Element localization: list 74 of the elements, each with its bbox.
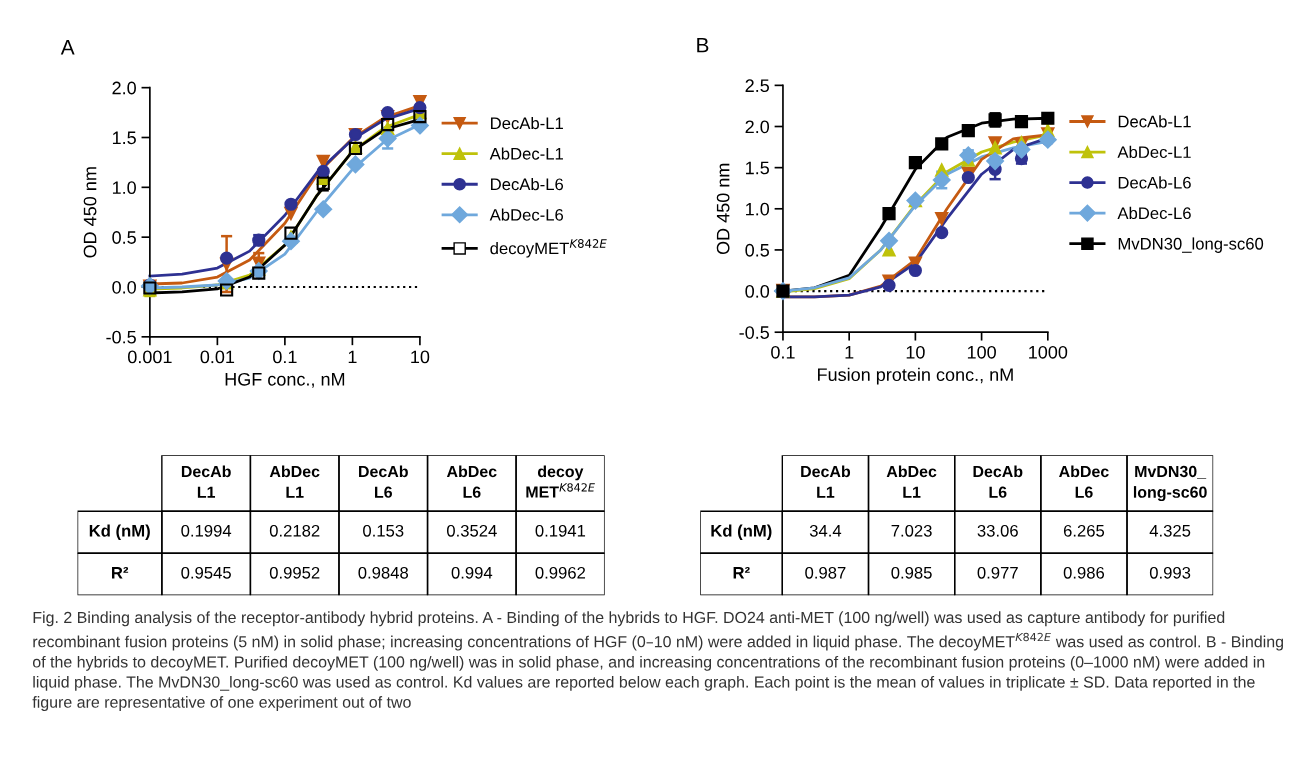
legend-label: DecAb-L1	[491, 116, 563, 130]
chart-title: A	[60, 40, 75, 55]
y-tick-label: 2.0	[745, 120, 770, 134]
category-label: Kd (nM)	[711, 524, 772, 540]
y-tick-label: -0.5	[106, 330, 136, 344]
x-tick-label: 10	[411, 350, 430, 364]
legend-label: MvDN30_long-sc60	[1118, 237, 1264, 253]
legend-label: AbDec-L1	[489, 147, 563, 160]
category-label: DecAb L6	[973, 465, 1023, 498]
category-label: DecAb L1	[801, 465, 851, 498]
y-axis-title: OD 450 nm	[716, 163, 730, 255]
x-tick-label: 0.1	[273, 350, 297, 364]
x-tick-label: 0.01	[200, 350, 235, 364]
category-label: DecAb L1	[181, 465, 231, 498]
category-label: AbDec L1	[269, 465, 320, 498]
x-tick-label: 1000	[1029, 345, 1068, 359]
text: 34.4	[809, 524, 842, 537]
y-tick-label: 0.5	[745, 243, 769, 257]
text: 7.023	[891, 524, 932, 537]
x-axis-title: HGF conc., nM	[225, 372, 345, 388]
y-tick-label: 1.0	[112, 181, 136, 195]
y-tick-label: -0.5	[739, 326, 769, 339]
text: 0.1941	[535, 524, 586, 537]
category-label: AbDec L1	[886, 465, 937, 498]
text: 0.1994	[181, 524, 232, 537]
legend-label: AbDec-L6	[1117, 206, 1191, 220]
legend-label: DecAb-L6	[491, 178, 564, 191]
legend-label: DecAb-L1	[1118, 115, 1191, 128]
text: 0.9545	[181, 566, 231, 579]
category-label: AbDec L6	[446, 465, 497, 498]
y-tick-label: 1.5	[746, 161, 769, 175]
text: 0.994	[451, 566, 493, 579]
y-tick-label: 2.5	[745, 79, 769, 93]
y-tick-label: 0.0	[745, 285, 770, 298]
y-tick-label: 0.0	[112, 280, 136, 294]
category-label: Kd (nM)	[89, 524, 150, 540]
x-tick-label: 0.1	[771, 345, 795, 359]
text: 0.986	[1063, 566, 1105, 579]
y-axis-title: OD 450 nm	[83, 167, 97, 258]
category-label: decoy MET$^{K842E}$	[526, 465, 595, 498]
x-tick-label: 1	[348, 350, 357, 364]
category-label: DecAb L6	[359, 465, 408, 498]
legend-label: decoyMET$^{K842E}$	[490, 239, 607, 258]
category-label: MvDN30_ long-sc60	[1133, 465, 1207, 502]
text: 0.993	[1149, 566, 1191, 579]
text: 0.3524	[446, 524, 497, 537]
text: 0.987	[805, 566, 846, 579]
caption: Fig. 2 Binding analysis of the receptor-antibody hybrid proteins. A - Binding of the hybrids to HGF. DO24 anti-MET (100 ng/well) was used as capture antibody for purified recombinant fusion proteins (5 nM) in solid phase; increasing concentrations of HGF (0–10 nM) were added in liquid phase. The decoyMET$^{K842E}$ was used as control. B - Binding of the hybrids to decoyMET. Purified decoyMET (100 ng/well) was in solid phase, and increasing concentrations of the recombinant fusion proteins (0–1000 nM) were added in liquid phase. The MvDN30_long-sc60 was used as control. Kd values are reported below each graph. Each point is the mean of values in triplicate ± SD. Data reported in the figure are representative of one experiment out of two	[32, 611, 1283, 711]
legend-label: DecAb-L6	[1118, 176, 1191, 189]
x-tick-label: 0.001	[127, 350, 172, 364]
y-tick-label: 1.0	[746, 202, 770, 216]
text: 0.985	[891, 566, 932, 579]
x-tick-label: 1	[845, 346, 854, 359]
category-label: R²	[733, 566, 750, 579]
legend-label: AbDec-L6	[489, 208, 564, 221]
text: 0.153	[363, 524, 404, 537]
text: 6.265	[1063, 524, 1105, 537]
category-label: R²	[112, 566, 129, 579]
chart-title: B	[697, 38, 709, 53]
text: 0.9962	[535, 566, 586, 579]
text: 0.9952	[269, 566, 320, 579]
y-tick-label: 1.5	[112, 131, 136, 145]
x-tick-label: 10	[906, 345, 925, 359]
y-tick-label: 2.0	[112, 81, 136, 95]
text: 4.325	[1149, 524, 1191, 537]
text: 0.977	[977, 566, 1018, 579]
legend-label: AbDec-L1	[1117, 145, 1191, 159]
text: 0.9848	[358, 566, 409, 579]
text: 0.2182	[269, 524, 320, 537]
text: 33.06	[977, 524, 1018, 537]
x-axis-title: Fusion protein conc., nM	[818, 367, 1013, 385]
category-label: AbDec L6	[1059, 465, 1109, 498]
x-tick-label: 100	[967, 345, 996, 359]
y-tick-label: 0.5	[112, 231, 136, 244]
